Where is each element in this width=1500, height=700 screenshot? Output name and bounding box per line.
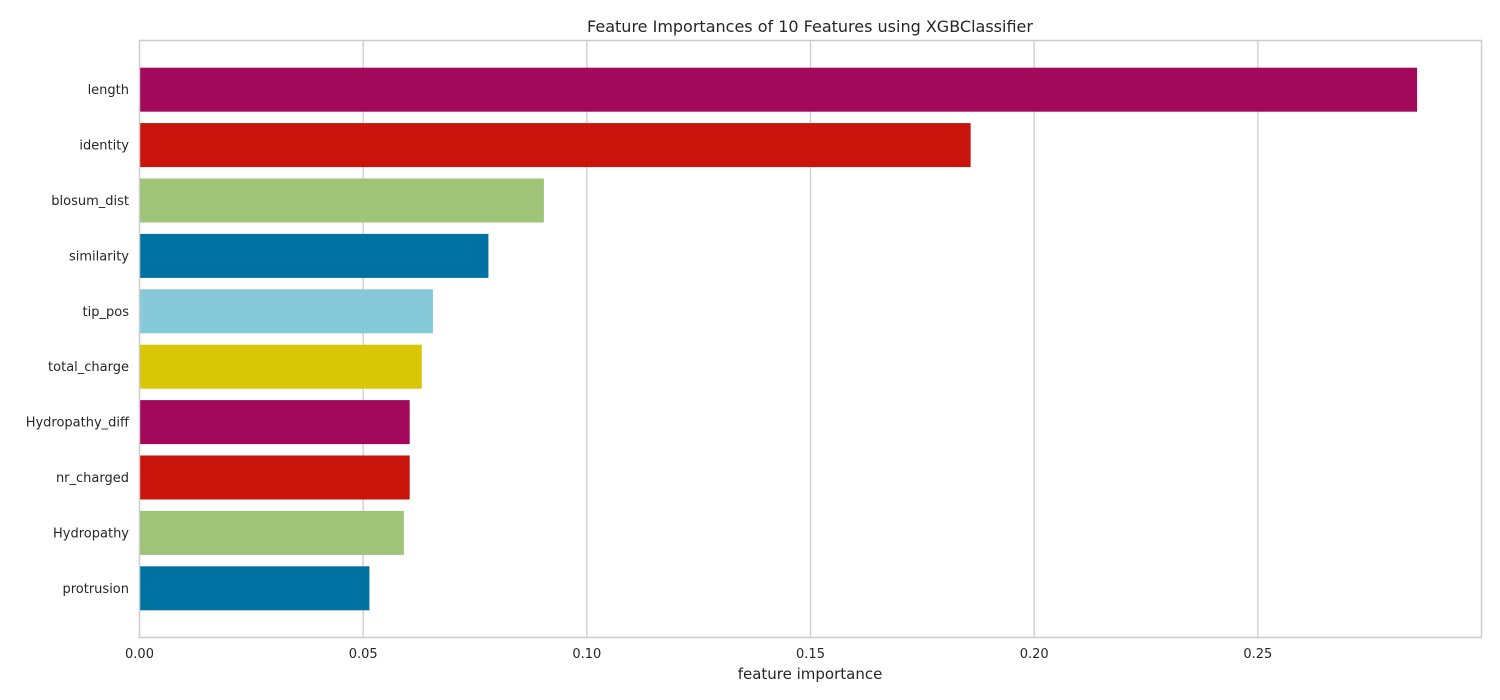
x-tick-label: 0.20 — [1020, 647, 1049, 662]
bar-total-charge — [139, 344, 422, 389]
bar-length — [139, 67, 1418, 112]
x-tick-label: 0.05 — [349, 647, 378, 662]
y-tick-label: protrusion — [62, 582, 129, 597]
x-tick-label: 0.25 — [1243, 647, 1272, 662]
bar-identity — [139, 123, 971, 168]
x-tick-label: 0.00 — [125, 647, 154, 662]
y-tick-labels: length identity blosum_dist similarity tip_p… — [26, 83, 130, 597]
x-axis-label: feature importance — [738, 665, 883, 683]
bar-blosum-dist — [139, 178, 544, 223]
bar-protrusion — [139, 566, 370, 611]
y-tick-label: similarity — [69, 249, 129, 264]
y-tick-label: length — [88, 83, 129, 98]
chart-title: Feature Importances of 10 Features using… — [587, 17, 1033, 36]
y-tick-label: Hydropathy — [53, 526, 129, 541]
x-tick-label: 0.10 — [572, 647, 601, 662]
x-tick-label: 0.15 — [796, 647, 825, 662]
y-tick-label: nr_charged — [56, 471, 129, 486]
y-tick-label: tip_pos — [83, 305, 130, 320]
bar-hydropathy-diff — [139, 400, 410, 445]
bar-hydropathy — [139, 510, 404, 555]
bars — [139, 67, 1418, 611]
x-tick-labels: 0.00 0.05 0.10 0.15 0.20 0.25 — [125, 647, 1272, 662]
y-tick-label: blosum_dist — [51, 194, 129, 209]
y-tick-label: identity — [79, 139, 129, 154]
bar-nr-charged — [139, 455, 410, 500]
y-tick-label: Hydropathy_diff — [26, 416, 130, 431]
y-tick-label: total_charge — [48, 360, 129, 375]
bar-tip-pos — [139, 289, 433, 334]
plot-frame — [138, 39, 1483, 639]
bar-similarity — [139, 233, 489, 278]
